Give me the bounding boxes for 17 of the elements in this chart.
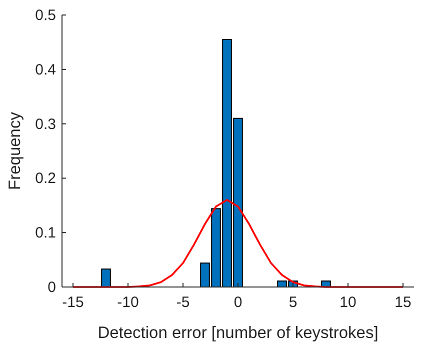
y-tick-label: 0.3 bbox=[35, 116, 56, 133]
x-tick-label: 10 bbox=[340, 294, 356, 311]
y-tick-label: 0.2 bbox=[35, 170, 56, 188]
x-tick-label: -15 bbox=[62, 294, 84, 311]
x-tick-label: 0 bbox=[234, 294, 242, 311]
y-tick-label: 0.1 bbox=[35, 224, 56, 242]
x-tick-label: 15 bbox=[394, 294, 412, 311]
line-series bbox=[72, 199, 404, 288]
y-tick-label: 0.5 bbox=[35, 7, 56, 24]
x-tick-label: -10 bbox=[117, 294, 139, 311]
x-tick-label: 5 bbox=[288, 294, 298, 311]
bar bbox=[101, 268, 111, 288]
x-axis-title: Detection error [number of keystrokes] bbox=[98, 324, 378, 342]
y-tick-label: 0 bbox=[48, 279, 56, 296]
y-axis-title: Frequency bbox=[6, 111, 24, 190]
x-tick-label: -5 bbox=[176, 294, 190, 311]
y-tick-label: 0.4 bbox=[35, 61, 56, 78]
